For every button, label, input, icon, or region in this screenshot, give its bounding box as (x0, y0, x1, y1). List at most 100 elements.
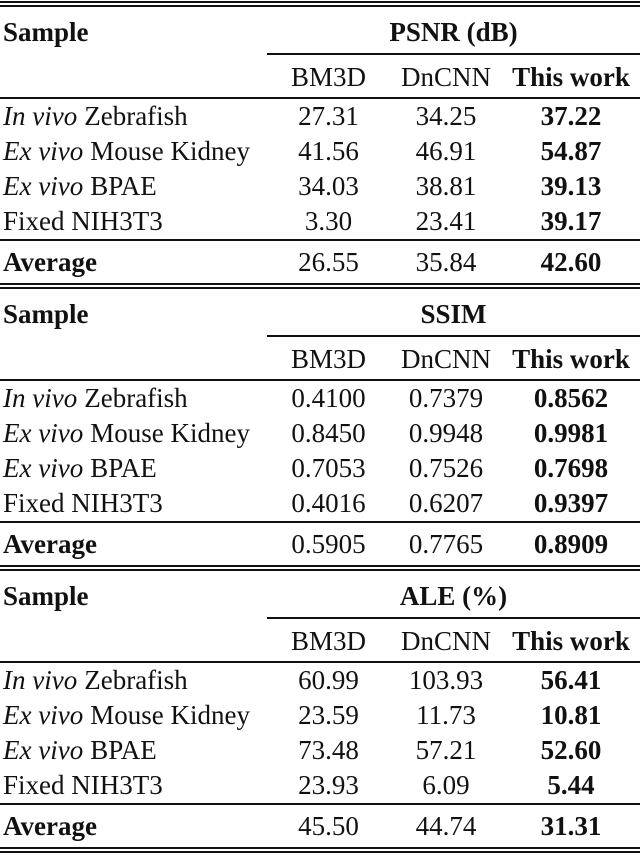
sample-name: Mouse Kidney (90, 136, 250, 166)
table-row: Ex vivo BPAE 0.7053 0.7526 0.7698 (0, 451, 640, 486)
sample-cell: Ex vivo BPAE (0, 733, 267, 768)
metric-header: PSNR (dB) (389, 17, 518, 47)
average-bm3d: 45.50 (298, 811, 359, 841)
value-cell-bm3d: 41.56 (298, 136, 359, 166)
average-thiswork: 0.8909 (533, 529, 609, 559)
section-divider-rule (0, 565, 640, 571)
sample-cell: Ex vivo Mouse Kidney (0, 134, 267, 169)
table-row: In vivo Zebrafish 27.31 34.25 37.22 (0, 99, 640, 134)
average-row: Average 26.55 35.84 42.60 (0, 241, 640, 283)
value-cell-bm3d: 0.4100 (291, 383, 366, 413)
sample-name: Fixed NIH3T3 (3, 206, 163, 236)
sample-cell: In vivo Zebrafish (0, 99, 267, 134)
table-row: Fixed NIH3T3 23.93 6.09 5.44 (0, 768, 640, 803)
method-header-bm3d: BM3D (290, 626, 366, 656)
value-cell-dncnn: 0.7526 (408, 453, 484, 483)
metric-partial-rule (267, 335, 640, 337)
metric-section-ssim: Sample SSIM BM3D DnCNN This work In vivo… (0, 289, 640, 565)
value-cell-thiswork: 0.9981 (533, 418, 609, 448)
value-cell-bm3d: 0.8450 (291, 418, 366, 448)
average-row: Average 45.50 44.74 31.31 (0, 805, 640, 847)
sample-italic-prefix: Ex vivo (3, 735, 84, 765)
average-thiswork: 42.60 (540, 247, 602, 277)
sample-name: Zebrafish (84, 101, 188, 131)
value-cell-dncnn: 23.41 (415, 206, 477, 236)
value-cell-thiswork: 0.8562 (533, 383, 609, 413)
average-row: Average 0.5905 0.7765 0.8909 (0, 523, 640, 565)
method-header-bm3d: BM3D (290, 62, 366, 92)
method-header-dncnn: DnCNN (400, 626, 491, 656)
sample-cell: Fixed NIH3T3 (0, 486, 267, 521)
value-cell-dncnn: 57.21 (415, 735, 477, 765)
value-cell-dncnn: 11.73 (416, 700, 476, 730)
value-cell-bm3d: 23.59 (298, 700, 359, 730)
section-header-row: Sample SSIM (0, 289, 640, 335)
method-header-dncnn: DnCNN (400, 62, 491, 92)
sample-italic-prefix: In vivo (3, 383, 78, 413)
value-cell-bm3d: 27.31 (298, 101, 359, 131)
header-rule (0, 661, 640, 663)
metric-section-psnr: Sample PSNR (dB) BM3D DnCNN This work In… (0, 7, 640, 283)
value-cell-thiswork: 52.60 (540, 735, 602, 765)
average-dncnn: 35.84 (415, 247, 477, 277)
value-cell-dncnn: 0.7379 (408, 383, 484, 413)
value-cell-thiswork: 54.87 (540, 136, 602, 166)
table-row: Ex vivo Mouse Kidney 23.59 11.73 10.81 (0, 698, 640, 733)
table-row: Ex vivo Mouse Kidney 0.8450 0.9948 0.9981 (0, 416, 640, 451)
average-bm3d: 0.5905 (291, 529, 366, 559)
metric-partial-rule (267, 53, 640, 55)
method-header-row: BM3D DnCNN This work (0, 55, 640, 97)
sample-name: Fixed NIH3T3 (3, 770, 163, 800)
empty-cell (0, 55, 267, 97)
average-label: Average (3, 529, 97, 559)
metric-underline-row (0, 617, 640, 619)
average-bm3d: 26.55 (298, 247, 359, 277)
metric-header: ALE (%) (399, 581, 508, 611)
sample-cell: Ex vivo BPAE (0, 451, 267, 486)
bottom-double-rule (0, 847, 640, 853)
header-rule (0, 379, 640, 381)
sample-name: BPAE (90, 171, 157, 201)
value-cell-thiswork: 37.22 (540, 101, 602, 131)
value-cell-dncnn: 0.6207 (408, 488, 484, 518)
average-thiswork: 31.31 (540, 811, 602, 841)
sample-name: Zebrafish (84, 665, 188, 695)
metric-underline-row (0, 53, 640, 55)
value-cell-bm3d: 60.99 (298, 665, 359, 695)
sample-name: Mouse Kidney (90, 418, 250, 448)
value-cell-dncnn: 0.9948 (408, 418, 484, 448)
table-row: Ex vivo BPAE 73.48 57.21 52.60 (0, 733, 640, 768)
header-rule (0, 97, 640, 99)
average-rule (0, 521, 640, 523)
sample-cell: Fixed NIH3T3 (0, 204, 267, 239)
empty-cell (0, 337, 267, 379)
sample-italic-prefix: In vivo (3, 665, 78, 695)
value-cell-thiswork: 10.81 (540, 700, 602, 730)
sample-name: Zebrafish (84, 383, 188, 413)
value-cell-bm3d: 23.93 (298, 770, 359, 800)
sample-header: Sample (3, 581, 89, 611)
value-cell-dncnn: 46.91 (415, 136, 477, 166)
sample-italic-prefix: Ex vivo (3, 418, 84, 448)
sample-name: BPAE (90, 453, 157, 483)
sample-cell: Ex vivo Mouse Kidney (0, 698, 267, 733)
average-rule (0, 239, 640, 241)
average-dncnn: 0.7765 (408, 529, 484, 559)
average-rule (0, 803, 640, 805)
value-cell-dncnn: 103.93 (408, 665, 484, 695)
table-row: In vivo Zebrafish 0.4100 0.7379 0.8562 (0, 381, 640, 416)
sample-cell: In vivo Zebrafish (0, 663, 267, 698)
value-cell-thiswork: 5.44 (547, 770, 595, 800)
value-cell-thiswork: 39.13 (540, 171, 602, 201)
average-label: Average (3, 811, 97, 841)
average-label: Average (3, 247, 97, 277)
metric-underline-row (0, 335, 640, 337)
value-cell-bm3d: 73.48 (298, 735, 359, 765)
method-header-thiswork: This work (512, 62, 630, 92)
sample-name: Fixed NIH3T3 (3, 488, 163, 518)
value-cell-dncnn: 6.09 (422, 770, 470, 800)
method-header-bm3d: BM3D (290, 344, 366, 374)
metric-section-ale: Sample ALE (%) BM3D DnCNN This work In v… (0, 571, 640, 847)
metric-header: SSIM (420, 299, 487, 329)
